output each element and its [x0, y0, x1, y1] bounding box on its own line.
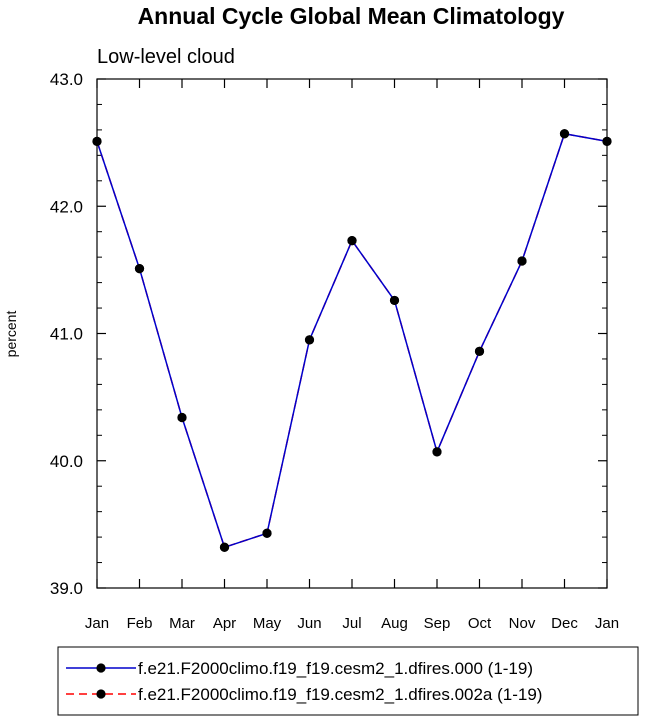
x-tick-label: Aug: [381, 615, 408, 632]
legend-marker-2: [96, 689, 106, 699]
data-point-series-1: [92, 136, 102, 146]
x-tick-label: Feb: [127, 615, 153, 632]
data-point-series-1: [177, 412, 187, 423]
plot-frame: [96, 78, 608, 589]
data-point-series-1: [347, 236, 357, 246]
chart-subtitle: Low-level cloud: [97, 46, 235, 68]
legend-marker-1: [96, 663, 106, 673]
legend: f.e21.F2000climo.f19_f19.cesm2_1.dfires.…: [66, 659, 542, 704]
x-tick-label: Jul: [342, 615, 361, 632]
x-tick-label: Mar: [169, 615, 195, 632]
data-point-series-1: [262, 528, 272, 538]
data-point-series-1: [474, 346, 485, 356]
y-tick-label: 43.0: [50, 70, 83, 89]
legend-box: [57, 646, 639, 716]
x-tick-label: Jan: [85, 615, 109, 632]
data-point-series-1: [517, 256, 527, 266]
data-point-series-1: [602, 136, 612, 146]
x-tick-label: Apr: [213, 615, 236, 632]
chart-title: Annual Cycle Global Mean Climatology: [138, 3, 565, 29]
data-point-series-1: [432, 447, 442, 457]
data-point-series-1: [219, 542, 230, 552]
legend-label-1: f.e21.F2000climo.f19_f19.cesm2_1.dfires.…: [138, 659, 533, 678]
y-tick-label: 42.0: [50, 197, 83, 216]
x-tick-label: Nov: [509, 615, 536, 632]
series-line-1: [96, 132, 608, 549]
x-tick-label: Dec: [551, 615, 578, 632]
y-tick-label: 40.0: [50, 452, 83, 471]
x-tick-label: Sep: [424, 615, 451, 632]
y-axis-label: percent: [3, 311, 19, 358]
data-point-series-1: [559, 129, 570, 139]
x-tick-label: Oct: [468, 615, 492, 632]
data-point-series-1: [304, 335, 315, 345]
y-tick-label: 41.0: [50, 325, 83, 344]
x-tick-label: Jun: [297, 615, 321, 632]
x-tick-label: Jan: [595, 615, 619, 632]
y-tick-label: 39.0: [50, 579, 83, 598]
data-point-series-1: [134, 264, 145, 274]
series-line-2: [96, 132, 608, 549]
plot-area: 39.0 40.0 41.0 42.0 43.0 Jan Feb Mar Apr May Jun Ju…: [50, 70, 619, 632]
data-point-series-1: [389, 295, 400, 306]
legend-label-2: f.e21.F2000climo.f19_f19.cesm2_1.dfires.…: [138, 685, 542, 704]
x-tick-label: May: [253, 615, 282, 632]
